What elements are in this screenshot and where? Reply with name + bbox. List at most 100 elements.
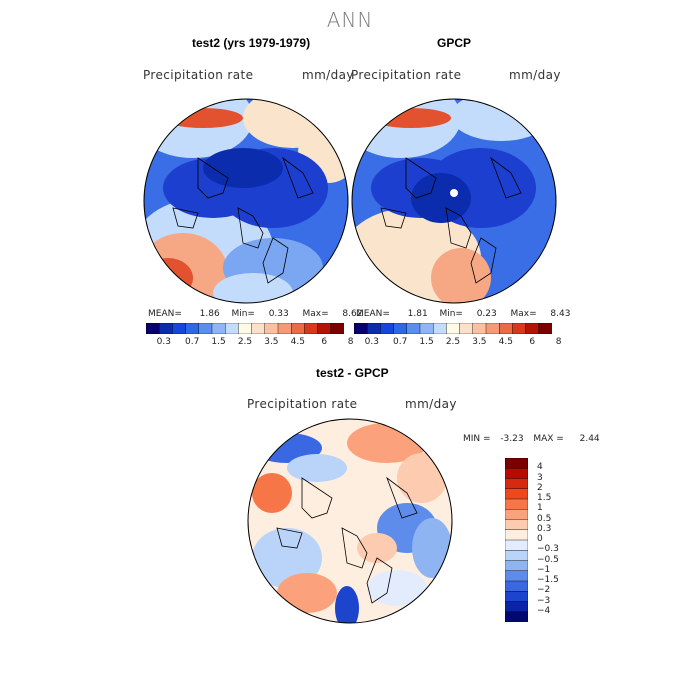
colorbar-tick-label: 2.5	[445, 337, 461, 347]
colorbar-swatch	[505, 458, 528, 469]
colorbar-tick-label: 8	[347, 337, 354, 347]
colorbar-swatch	[485, 323, 500, 334]
colorbar-tick-label: 3.5	[472, 337, 487, 347]
panel-title-obs: GPCP	[437, 36, 472, 50]
colorbar-swatch	[505, 478, 528, 490]
colorbar-swatch	[224, 323, 239, 334]
stats-diff: MIN = -3.23 MAX = 2.44	[463, 434, 600, 444]
colorbar-model	[146, 323, 344, 334]
colorbar-tick-label: 0	[537, 534, 543, 544]
colorbar-swatch	[498, 323, 513, 334]
colorbar-swatch	[472, 323, 487, 334]
colorbar-obs	[354, 323, 552, 334]
colorbar-tick-label: 0.3	[156, 337, 171, 347]
stats-obs: MEAN= 1.81 Min= 0.23 Max= 8.43	[356, 309, 570, 319]
colorbar-diff	[505, 458, 528, 622]
stat-min-label: Min=	[439, 309, 463, 319]
colorbar-swatch	[432, 323, 447, 334]
colorbar-swatch	[330, 323, 344, 334]
colorbar-tick-label: 6	[529, 337, 536, 347]
colorbar-swatch	[505, 570, 528, 582]
colorbar-swatch	[505, 591, 528, 603]
stat-min-label: MIN =	[463, 434, 491, 444]
colorbar-swatch	[238, 323, 253, 334]
units-label-diff: mm/day	[405, 397, 457, 411]
colorbar-swatch	[512, 323, 527, 334]
colorbar-swatch	[251, 323, 266, 334]
colorbar-tick-label: 1	[537, 503, 543, 514]
colorbar-swatch	[366, 323, 381, 334]
polar-map-obs	[351, 98, 557, 304]
colorbar-swatch	[505, 488, 528, 500]
colorbar-tick-label: 2.5	[237, 337, 253, 347]
variable-label-obs: Precipitation rate	[351, 68, 462, 82]
colorbar-swatch	[505, 539, 528, 551]
colorbar-swatch	[505, 468, 528, 480]
colorbar-swatch	[317, 323, 332, 334]
panel-title-diff: test2 - GPCP	[316, 366, 389, 380]
colorbar-tick-label: 0.7	[393, 337, 408, 347]
colorbar-tick-label: −3	[537, 595, 551, 606]
colorbar-tick-label: 3	[537, 472, 543, 483]
colorbar-tick-label: 4	[537, 462, 543, 473]
colorbar-swatch	[505, 601, 528, 613]
colorbar-tick-label: 4.5	[290, 337, 305, 347]
colorbar-tick-label: −4	[537, 605, 551, 616]
colorbar-tick-label: 0.3	[537, 523, 552, 534]
colorbar-swatch	[146, 323, 160, 334]
colorbar-tick-label: 3.5	[264, 337, 279, 347]
figure-title: ANN	[326, 8, 374, 32]
colorbar-tick-label: −0.5	[537, 554, 559, 565]
stats-model: MEAN= 1.86 Min= 0.33 Max= 8.62	[148, 309, 362, 319]
panel-title-model: test2 (yrs 1979-1979)	[192, 36, 311, 50]
colorbar-swatch	[505, 498, 528, 510]
stat-max-label: Max=	[510, 309, 537, 319]
colorbar-swatch	[354, 323, 368, 334]
stat-max-label: Max=	[302, 309, 329, 319]
stat-max-value: 2.44	[579, 434, 600, 444]
stat-min-value: -3.23	[500, 434, 524, 444]
colorbar-swatch	[290, 323, 305, 334]
colorbar-swatch	[505, 519, 528, 531]
stat-min-value: 0.23	[476, 309, 497, 319]
colorbar-swatch	[538, 323, 552, 334]
colorbar-swatch	[198, 323, 213, 334]
colorbar-swatch	[211, 323, 226, 334]
stat-max-label: MAX =	[533, 434, 564, 444]
polar-map-diff	[247, 418, 453, 624]
colorbar-swatch	[459, 323, 474, 334]
colorbar-swatch	[406, 323, 421, 334]
colorbar-tick-label: 6	[321, 337, 328, 347]
colorbar-swatch	[446, 323, 461, 334]
colorbar-swatch	[505, 580, 528, 592]
stat-min-value: 0.33	[268, 309, 289, 319]
colorbar-swatch	[525, 323, 540, 334]
colorbar-swatch	[419, 323, 434, 334]
colorbar-tick-label: 1.5	[537, 493, 552, 503]
colorbar-tick-label: −0.3	[537, 544, 559, 555]
colorbar-tick-label: 2	[537, 482, 543, 493]
colorbar-swatch	[505, 560, 528, 572]
stat-max-value: 8.62	[342, 309, 363, 319]
colorbar-tick-label: 0.3	[364, 337, 379, 347]
stat-max-value: 8.43	[550, 309, 571, 319]
colorbar-swatch	[393, 323, 408, 334]
units-label-model: mm/day	[302, 68, 354, 82]
variable-label-model: Precipitation rate	[143, 68, 254, 82]
colorbar-tick-label: 8	[555, 337, 562, 347]
colorbar-tick-label: 0.5	[537, 513, 552, 524]
colorbar-swatch	[158, 323, 173, 334]
stat-mean-value: 1.86	[199, 309, 220, 319]
colorbar-swatch	[505, 611, 528, 622]
colorbar-tick-label: 4.5	[498, 337, 513, 347]
stat-mean-value: 1.81	[407, 309, 428, 319]
colorbar-tick-label: 0.7	[185, 337, 200, 347]
units-label-obs: mm/day	[509, 68, 561, 82]
colorbar-tick-label: 1.5	[419, 337, 434, 347]
colorbar-swatch	[277, 323, 292, 334]
colorbar-tick-label: 1.5	[211, 337, 226, 347]
colorbar-swatch	[172, 323, 187, 334]
colorbar-swatch	[380, 323, 395, 334]
colorbar-swatch	[304, 323, 319, 334]
colorbar-swatch	[505, 509, 528, 521]
